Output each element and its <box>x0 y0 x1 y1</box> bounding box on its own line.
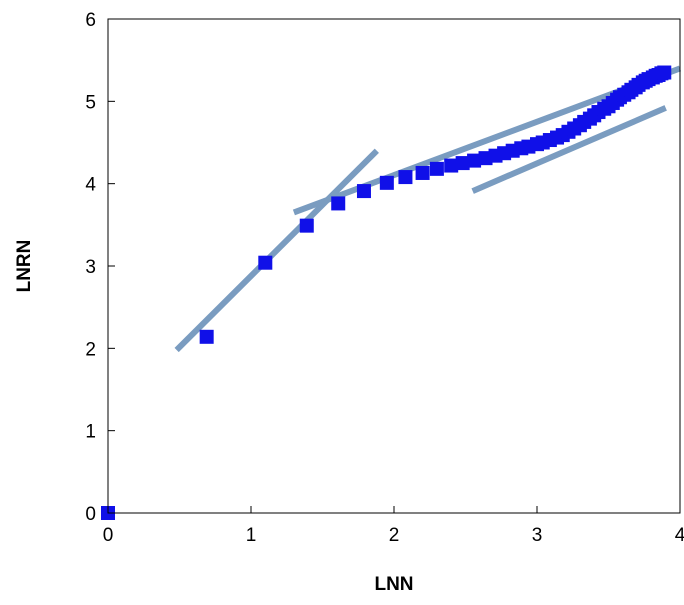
y-axis-ticks: 0 1 2 3 4 5 6 <box>85 10 115 525</box>
x-tick-label: 3 <box>532 525 543 546</box>
data-point <box>258 255 273 270</box>
data-point <box>455 156 470 171</box>
x-tick-label: 2 <box>389 525 400 546</box>
y-tick-label: 6 <box>85 10 96 31</box>
data-point <box>467 153 482 168</box>
plot-frame <box>107 18 681 514</box>
data-point <box>429 161 444 176</box>
y-tick-label: 3 <box>85 257 96 278</box>
data-point <box>657 65 672 80</box>
y-tick-label: 4 <box>85 175 96 196</box>
data-point <box>331 196 346 211</box>
x-tick-label: 4 <box>675 525 684 546</box>
y-tick-label: 2 <box>85 339 96 360</box>
y-axis-title: LNRN <box>14 240 35 293</box>
data-points <box>101 65 672 520</box>
data-point <box>199 329 214 344</box>
x-tick-label: 0 <box>103 525 114 546</box>
data-point <box>356 184 371 199</box>
x-axis-ticks: 0 1 2 3 4 <box>103 506 684 546</box>
data-point <box>299 218 314 233</box>
x-tick-label: 1 <box>246 525 257 546</box>
data-point <box>379 175 394 190</box>
data-point <box>398 170 413 185</box>
data-point <box>415 165 430 180</box>
data-point <box>444 158 459 173</box>
y-tick-label: 5 <box>85 92 96 113</box>
fit-line <box>471 105 667 194</box>
y-tick-label: 0 <box>85 504 96 525</box>
x-axis-title: LNN <box>374 574 413 595</box>
fit-line <box>174 148 379 353</box>
y-tick-label: 1 <box>85 422 96 443</box>
